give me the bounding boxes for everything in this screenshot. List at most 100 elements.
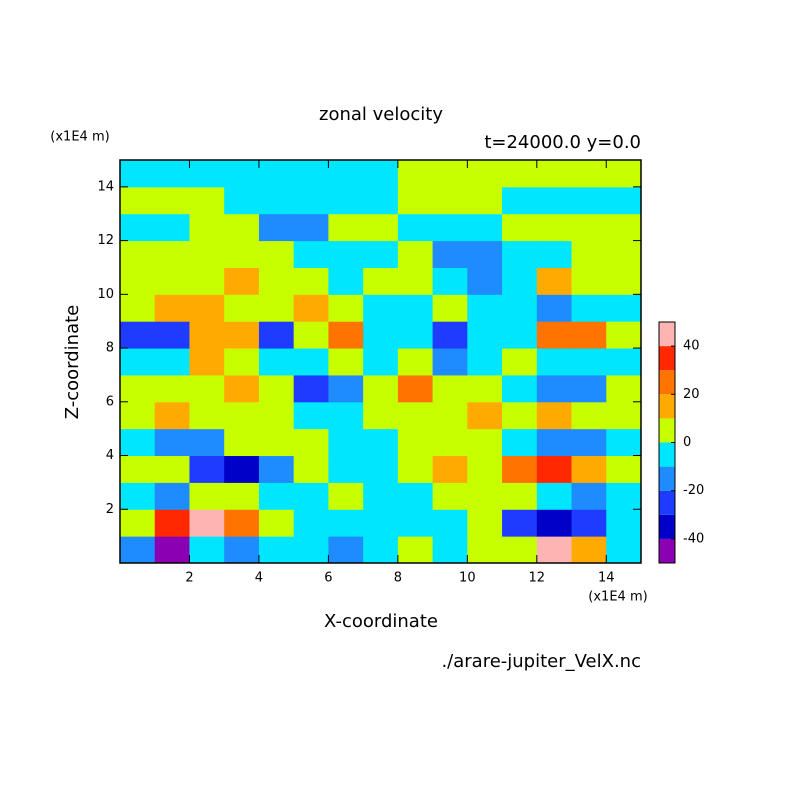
x-tick-label: 10 [459, 571, 476, 586]
contour-cell [154, 455, 190, 483]
contour-cell [224, 321, 260, 349]
contour-cell [467, 374, 503, 403]
contour-cell [571, 509, 607, 537]
contour-cell [120, 321, 156, 349]
contour-cell [293, 321, 329, 349]
contour-cell [467, 186, 503, 215]
contour-cell [536, 455, 573, 483]
contour-cell [606, 240, 642, 268]
contour-cell [258, 267, 295, 295]
contour-cell [328, 186, 364, 215]
plot-frame [119, 159, 642, 564]
contour-cell [189, 455, 225, 483]
contour-cell [467, 428, 503, 457]
contour-cell [154, 267, 190, 295]
contour-cell [328, 482, 364, 510]
contour-cell [224, 240, 260, 268]
contour-cell [154, 401, 190, 430]
colorbar-band [659, 538, 675, 563]
contour-cell [328, 213, 364, 242]
colorbar-band [659, 346, 675, 371]
contour-cell [120, 455, 156, 483]
contour-cell [120, 428, 156, 457]
contour-cell [189, 213, 225, 242]
contour-cell [293, 536, 329, 564]
contour-cell [258, 321, 295, 349]
contour-cell [502, 455, 538, 483]
contour-cell [467, 240, 503, 268]
contour-cell [224, 186, 260, 215]
contour-cell [536, 482, 573, 510]
contour-cell [467, 160, 503, 188]
colorbar-tick-label: 20 [683, 387, 700, 402]
y-tick-label: 12 [97, 233, 114, 248]
contour-cell [120, 160, 156, 188]
contour-cell [328, 240, 364, 268]
contour-cell [293, 428, 329, 457]
contour-cell [502, 321, 538, 349]
contour-cell [571, 160, 607, 188]
contour-cell [154, 482, 190, 510]
colorbar-band [659, 466, 675, 491]
contour-cell [606, 160, 642, 188]
x-tick-label: 8 [394, 571, 402, 586]
contour-cell [328, 401, 364, 430]
contour-cell [224, 401, 260, 430]
contour-cell [363, 348, 399, 376]
contour-cell [293, 213, 329, 242]
contour-cell [606, 213, 642, 242]
contour-cell [154, 321, 190, 349]
contour-cell [363, 401, 399, 430]
contour-cell [224, 536, 260, 564]
contour-cell [536, 213, 573, 242]
contour-cell [258, 160, 295, 188]
contour-cell [328, 536, 364, 564]
contour-cell [328, 348, 364, 376]
x-tick-label: 4 [255, 571, 263, 586]
contour-cell [467, 536, 503, 564]
contour-cell [467, 267, 503, 295]
contour-cell [397, 267, 434, 295]
contour-cell [502, 294, 538, 322]
contour-cell [224, 482, 260, 510]
contour-cell [293, 294, 329, 322]
x-tick-label: 2 [185, 571, 193, 586]
contour-cell [502, 428, 538, 457]
contour-cell [467, 455, 503, 483]
contour-cell [154, 186, 190, 215]
contour-cell [606, 509, 642, 537]
colorbar-band [659, 514, 675, 539]
contour-cell [536, 428, 573, 457]
contour-cell [120, 267, 156, 295]
contour-cell [467, 401, 503, 430]
contour-cell [258, 536, 295, 564]
contour-cell [154, 213, 190, 242]
contour-cell [328, 321, 364, 349]
colorbar-tick-label: 0 [683, 435, 691, 450]
contour-cell [606, 455, 642, 483]
contour-cell [502, 186, 538, 215]
colorbar-tick-label: -40 [683, 531, 704, 546]
contour-cell [571, 455, 607, 483]
contour-cell [571, 482, 607, 510]
contour-cell [120, 294, 156, 322]
contour-cell [571, 186, 607, 215]
contour-cell [120, 509, 156, 537]
contour-cell [328, 455, 364, 483]
contour-cell [502, 509, 538, 537]
contour-cell [467, 294, 503, 322]
contour-cell [571, 213, 607, 242]
contour-cell [293, 401, 329, 430]
contour-cell [258, 294, 295, 322]
contour-cell [397, 428, 434, 457]
contour-cell [397, 536, 434, 564]
contour-cell [258, 348, 295, 376]
contour-cell [502, 401, 538, 430]
contour-cell [120, 482, 156, 510]
contour-cell [536, 374, 573, 403]
contour-cell [606, 482, 642, 510]
contour-cell [363, 240, 399, 268]
contour-cell [363, 186, 399, 215]
contour-cell [154, 160, 190, 188]
contour-cell [536, 186, 573, 215]
